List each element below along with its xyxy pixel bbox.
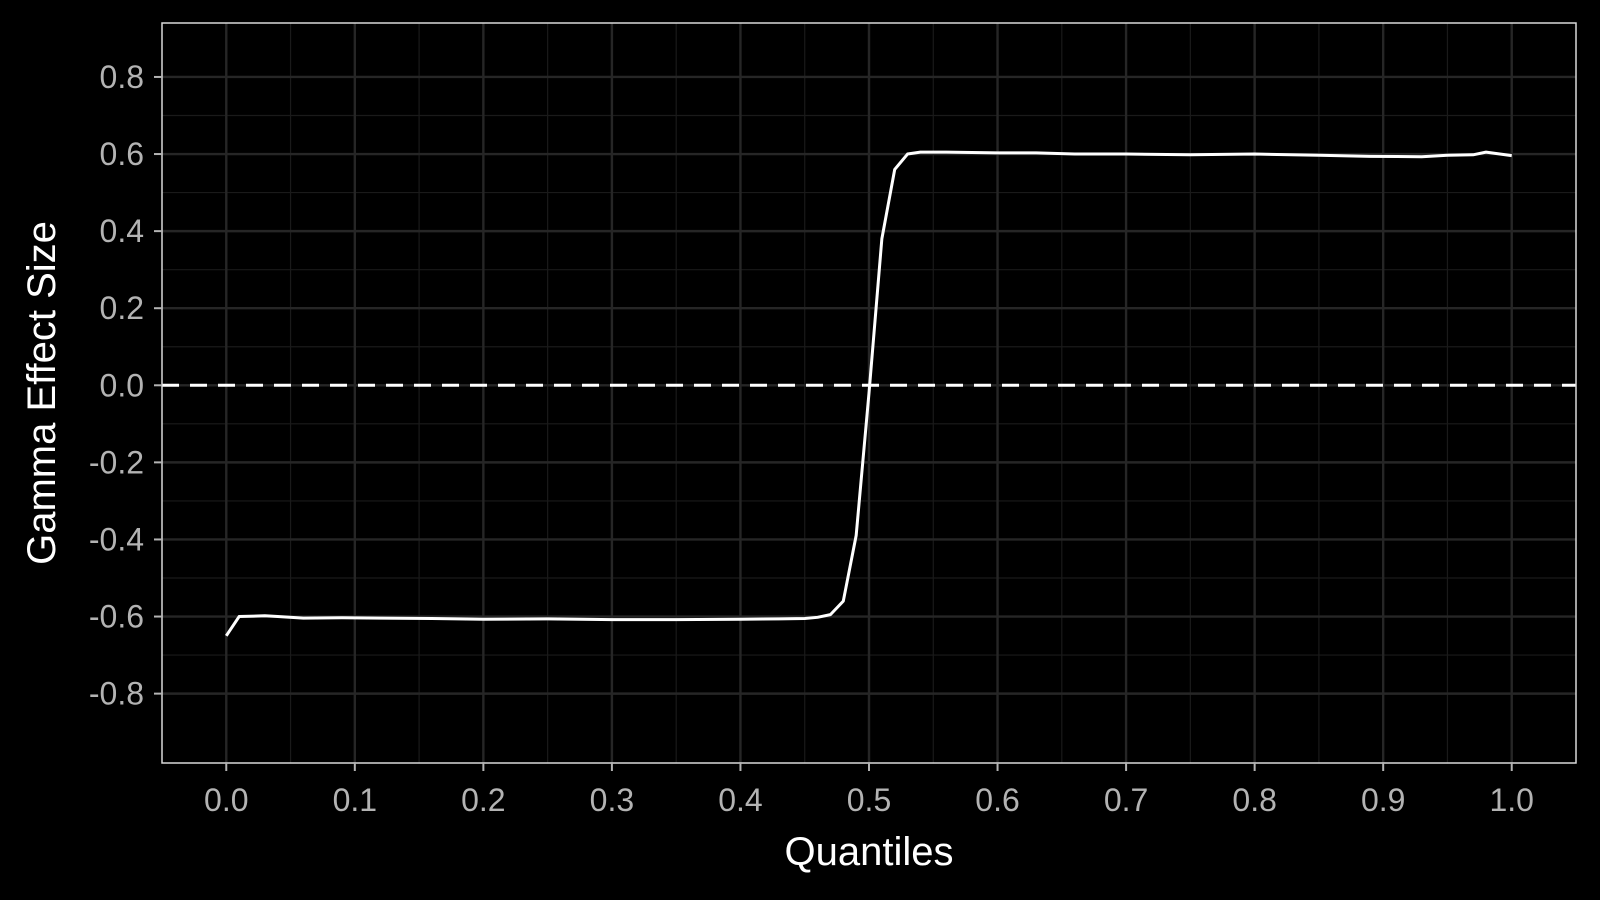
y-tick-label: 0.4 [100, 213, 144, 249]
x-tick-label: 1.0 [1489, 782, 1533, 818]
x-tick-label: 0.4 [718, 782, 762, 818]
y-tick-label: -0.6 [89, 599, 144, 635]
y-tick-label: 0.2 [100, 290, 144, 326]
y-axis-ticks: -0.8 -0.6 -0.4 -0.2 0.0 0.2 0.4 0.6 0.8 [89, 59, 162, 712]
y-tick-label: 0.6 [100, 136, 144, 172]
x-tick-label: 0.2 [461, 782, 505, 818]
x-tick-label: 0.9 [1361, 782, 1405, 818]
y-axis-title: Gamma Effect Size [20, 221, 64, 565]
x-axis-title: Quantiles [785, 830, 954, 874]
y-tick-label: -0.4 [89, 521, 144, 557]
x-tick-label: 0.1 [333, 782, 377, 818]
y-tick-label: -0.2 [89, 444, 144, 480]
y-tick-label: 0.8 [100, 59, 144, 95]
x-tick-label: 0.3 [590, 782, 634, 818]
x-tick-label: 0.6 [975, 782, 1019, 818]
x-axis-ticks: 0.0 0.1 0.2 0.3 0.4 0.5 0.6 0.7 0.8 0.9 1.0 [204, 763, 1534, 818]
series-line-gamma-effect-size [225, 150, 1512, 637]
major-gridlines [162, 23, 1576, 763]
y-tick-label: 0.0 [100, 367, 144, 403]
x-tick-label: 0.0 [204, 782, 248, 818]
x-tick-label: 0.5 [847, 782, 891, 818]
x-tick-label: 0.7 [1104, 782, 1148, 818]
x-tick-label: 0.8 [1232, 782, 1276, 818]
y-tick-label: -0.8 [89, 676, 144, 712]
